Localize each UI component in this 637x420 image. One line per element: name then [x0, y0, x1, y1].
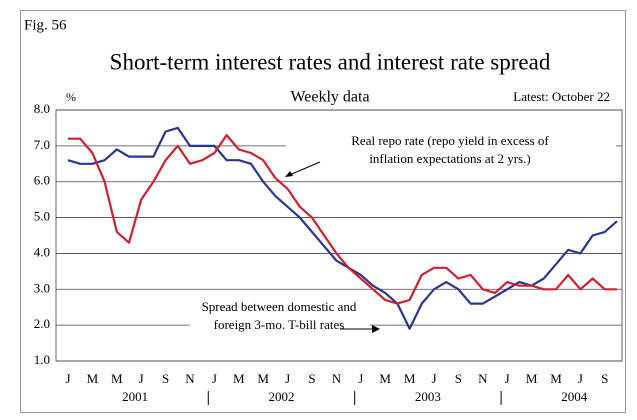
- x-tick-label: M: [111, 371, 123, 386]
- x-tick-label: M: [233, 371, 245, 386]
- x-tick-label: J: [578, 371, 583, 386]
- y-tick-label: 5.0: [34, 209, 50, 224]
- x-tick-label: J: [431, 371, 436, 386]
- x-tick-label: J: [139, 371, 144, 386]
- x-tick-label: N: [185, 371, 195, 386]
- x-tick-label: J: [505, 371, 510, 386]
- lines: [67, 126, 618, 330]
- fig-label: Fig. 56: [24, 17, 67, 33]
- y-tick-label: 2.0: [34, 316, 50, 331]
- frame: [20, 10, 626, 413]
- latest-note: Latest: October 22: [513, 89, 610, 104]
- y-unit: %: [66, 90, 76, 104]
- x-tick-label: J: [212, 371, 217, 386]
- x-tick-label: M: [87, 371, 99, 386]
- arrow-head: [372, 325, 380, 333]
- x-tick-label: M: [257, 371, 269, 386]
- arrow-head: [285, 171, 293, 177]
- annotation: Real repo rate (repo yield in excess of: [351, 133, 549, 148]
- series-line: [68, 134, 617, 305]
- series-line: [67, 126, 618, 330]
- y-tick-label: 7.0: [34, 137, 50, 152]
- year-label: 2001: [122, 389, 148, 404]
- year-label: 2004: [561, 389, 588, 404]
- year-label: 2002: [269, 389, 295, 404]
- x-tick-label: N: [332, 371, 342, 386]
- y-tick-label: 1.0: [34, 352, 50, 367]
- x-tick-label: M: [550, 371, 562, 386]
- y-tick-label: 4.0: [34, 244, 50, 259]
- x-tick-label: S: [162, 371, 169, 386]
- arrow: [286, 161, 321, 177]
- chart-title: Short-term interest rates and interest r…: [110, 49, 551, 74]
- x-tick-label: J: [358, 371, 363, 386]
- x-tick-label: S: [308, 371, 315, 386]
- annotation-bg: [286, 130, 616, 174]
- year-label: 2003: [415, 389, 441, 404]
- annotation: Spread between domestic and: [202, 299, 357, 314]
- annotation: inflation expectations at 2 yrs.): [369, 151, 530, 166]
- y-tick-label: 6.0: [34, 173, 50, 188]
- x-tick-label: S: [601, 371, 608, 386]
- x-tick-label: M: [526, 371, 538, 386]
- x-tick-label: N: [478, 371, 488, 386]
- y-tick-label: 3.0: [34, 280, 50, 295]
- x-tick-label: J: [285, 371, 290, 386]
- annotation: foreign 3-mo. T-bill rates: [214, 317, 345, 332]
- x-tick-label: M: [404, 371, 416, 386]
- x-tick-label: J: [65, 371, 70, 386]
- annotation-bg: [190, 298, 370, 338]
- x-tick-label: S: [455, 371, 462, 386]
- x-tick-label: M: [379, 371, 391, 386]
- subtitle: Weekly data: [290, 89, 369, 106]
- y-tick-label: 8.0: [34, 101, 50, 116]
